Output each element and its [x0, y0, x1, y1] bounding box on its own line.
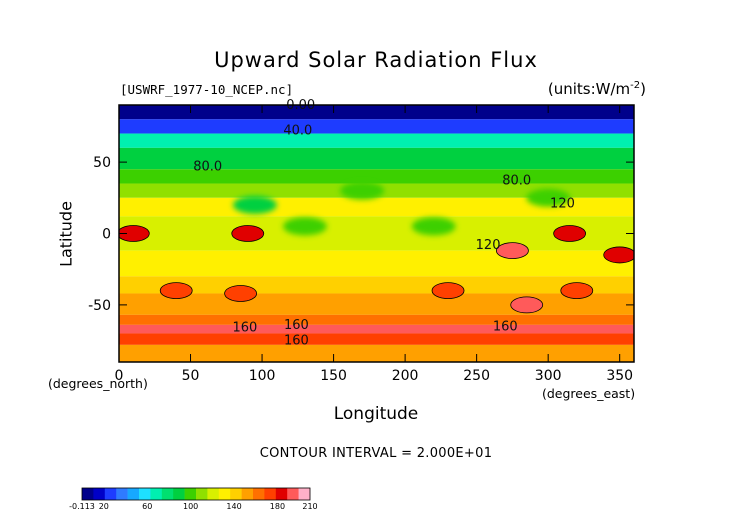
colorbar-segment: [196, 488, 208, 500]
colorbar-tick-label: 140: [226, 502, 241, 511]
x-tick-label: 250: [463, 368, 490, 384]
y-tick-label: 50: [93, 155, 111, 171]
cool-spot: [232, 195, 277, 214]
colorbar-segment: [241, 488, 254, 500]
colorbar-tick-label: 20: [99, 502, 109, 511]
cool-spot: [340, 181, 385, 200]
latitude-band: [119, 105, 634, 120]
hot-spot: [431, 282, 465, 300]
colorbar-segment: [173, 488, 185, 500]
latitude-band: [119, 119, 634, 134]
latitude-band: [119, 133, 634, 148]
hot-spot: [224, 285, 257, 302]
latitude-band: [119, 314, 634, 325]
hot-spot: [159, 282, 193, 300]
colorbar-segment: [93, 488, 106, 500]
colorbar-segment: [230, 488, 242, 500]
colorbar-segment: [161, 488, 174, 500]
contour-label: 120: [550, 197, 575, 212]
units-exponent: -2: [630, 80, 641, 91]
latitude-band: [119, 169, 634, 184]
colorbar-segment: [218, 488, 231, 500]
colorbar: -0.113 20 60 100 140 180 210: [69, 487, 318, 511]
x-tick-label: 300: [535, 368, 562, 384]
contour-label: 160: [284, 318, 309, 333]
colorbar-segment: [264, 488, 277, 500]
x-tick-label: 100: [249, 368, 276, 384]
colorbar-segment: [207, 488, 220, 500]
x-axis-label: Longitude: [333, 404, 419, 424]
latitude-band: [119, 333, 634, 345]
colorbar-segment: [275, 488, 288, 500]
cool-spot: [411, 217, 456, 236]
contour-label: 160: [493, 319, 518, 334]
contour-label: 120: [476, 238, 501, 253]
colorbar-segment: [82, 488, 94, 500]
contour-label: 80.0: [502, 174, 531, 189]
colorbar-segment: [287, 488, 299, 500]
x-axis-units: (degrees_east): [542, 386, 636, 401]
colorbar-tick-label: -0.113: [69, 502, 95, 511]
contour-label: 40.0: [283, 124, 312, 139]
latitude-band: [119, 293, 634, 315]
contour-label: 160: [232, 321, 257, 336]
cool-spot: [526, 188, 571, 207]
chart-title: Upward Solar Radiation Flux: [214, 48, 538, 72]
y-tick-label: -50: [88, 298, 111, 314]
colorbar-tick-label: 210: [302, 502, 317, 511]
colorbar-segment: [104, 488, 117, 500]
hot-spot: [603, 246, 634, 264]
units-label: (units:W/m-2): [547, 80, 646, 98]
hot-spot: [119, 225, 150, 242]
latitude-band: [119, 344, 634, 362]
colorbar-tick-label: 60: [142, 502, 152, 511]
latitude-band: [119, 147, 634, 170]
latitude-band: [119, 250, 634, 277]
hot-spot: [496, 242, 529, 260]
x-tick-label: 350: [606, 368, 633, 384]
file-label: [USWRF_1977-10_NCEP.nc]: [120, 82, 294, 97]
colorbar-segment: [253, 488, 265, 500]
colorbar-segment: [298, 488, 311, 500]
latitude-band: [119, 216, 634, 251]
hot-spot: [231, 225, 265, 242]
latitude-band: [119, 324, 634, 334]
contour-label: 160: [284, 334, 309, 349]
axes: 0 50 100 150 200 250 300 350 -50 0 50: [88, 105, 634, 384]
colorbar-segment: [116, 488, 128, 500]
colorbar-frame: [81, 487, 311, 501]
hot-spot: [553, 225, 587, 242]
colorbar-segment: [184, 488, 197, 500]
cool-spot: [282, 217, 327, 236]
plot-area: [119, 105, 634, 362]
colorbar-segment: [139, 488, 151, 500]
latitude-band: [119, 276, 634, 294]
hot-spot: [560, 282, 594, 300]
colorbar-segment: [150, 488, 163, 500]
colorbar-tick-label: 100: [183, 502, 198, 511]
hot-spot: [510, 296, 544, 314]
y-axis-units: (degrees_north): [48, 376, 148, 391]
x-tick-label: 200: [392, 368, 419, 384]
x-tick-label: 0: [115, 368, 124, 384]
contour-interval-note: CONTOUR INTERVAL = 2.000E+01: [259, 446, 493, 461]
x-tick-label: 150: [320, 368, 347, 384]
y-tick-label: 0: [102, 227, 111, 243]
x-tick-label: 50: [182, 368, 200, 384]
colorbar-segment: [127, 488, 140, 500]
colorbar-tick-label: 180: [270, 502, 285, 511]
contour-label: 80.0: [193, 159, 222, 174]
